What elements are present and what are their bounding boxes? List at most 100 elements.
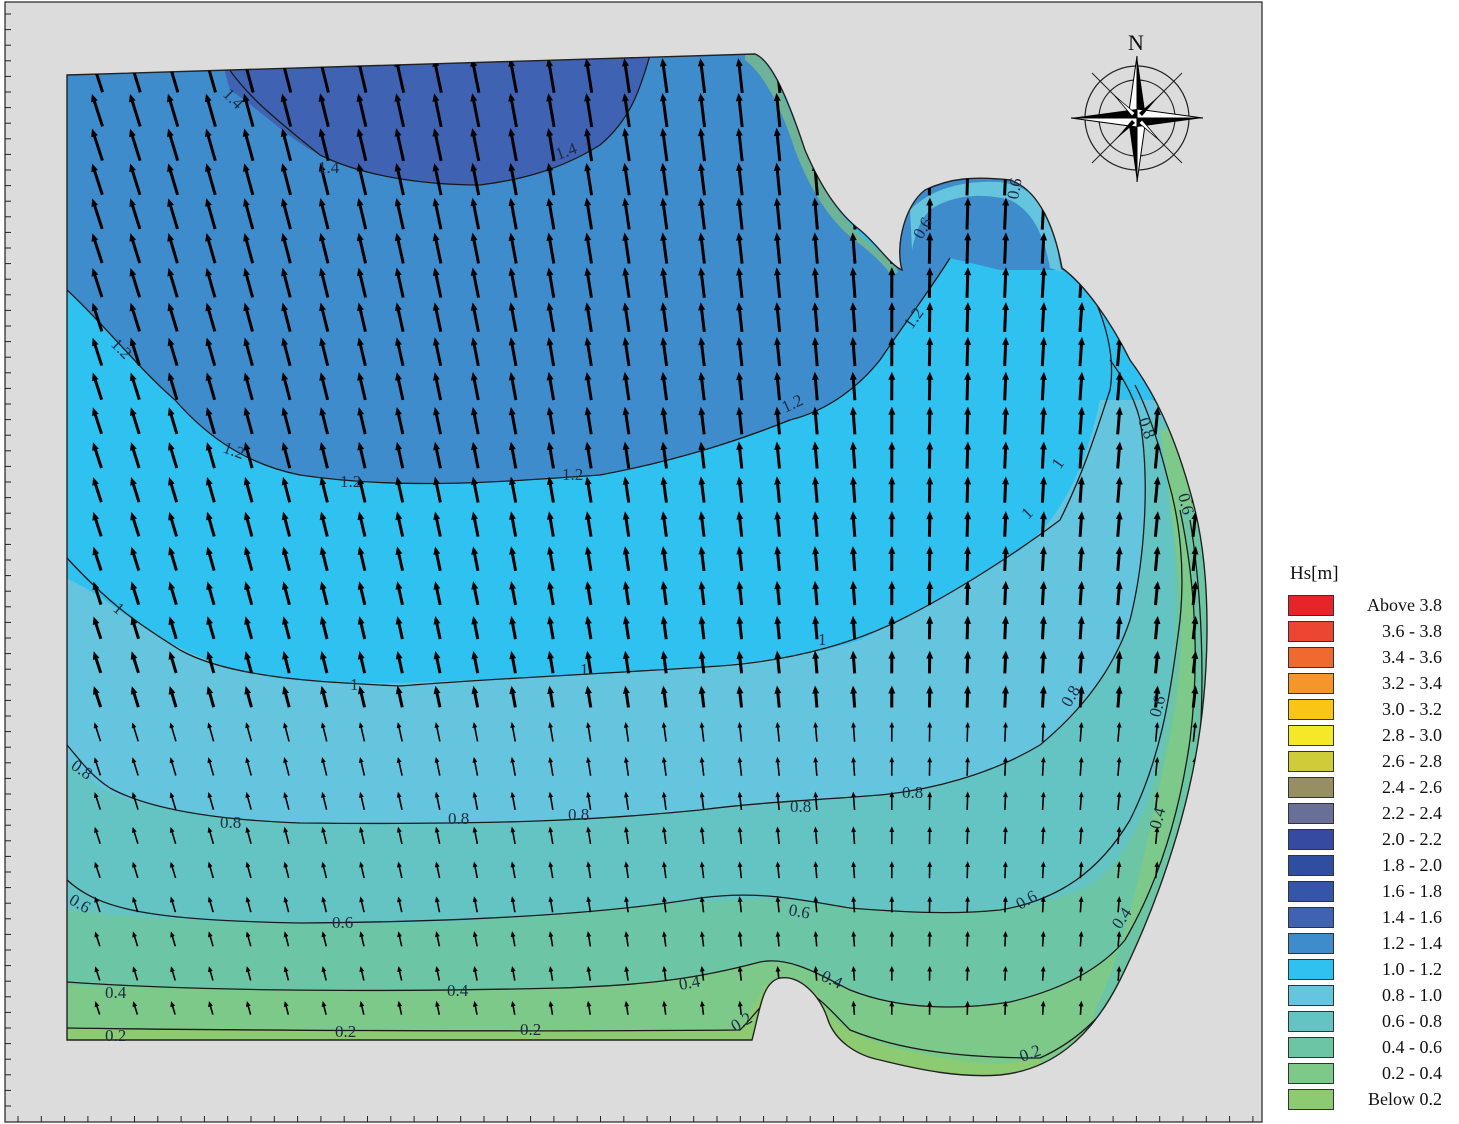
wave-arrow <box>394 197 405 230</box>
wave-arrow <box>395 546 405 572</box>
legend-swatch <box>1288 802 1334 824</box>
wave-arrow <box>433 511 442 537</box>
legend-label: 2.6 - 2.8 <box>1382 750 1442 771</box>
wave-arrow <box>774 615 782 640</box>
wave-arrow <box>92 686 103 708</box>
wave-arrow <box>395 511 405 537</box>
wave-arrow <box>1115 615 1123 640</box>
wave-arrow <box>320 722 328 742</box>
wave-arrow <box>130 442 141 469</box>
wave-arrow <box>205 442 216 469</box>
legend-swatch <box>1288 646 1334 668</box>
legend-swatch <box>1288 854 1334 876</box>
wave-arrow <box>396 722 403 742</box>
wave-arrow <box>737 896 743 913</box>
wave-arrow <box>130 686 140 708</box>
wave-arrow <box>244 581 254 606</box>
wave-arrow <box>92 581 103 606</box>
wave-arrow <box>849 232 857 264</box>
wave-arrow <box>773 267 782 298</box>
wave-arrow <box>395 337 405 367</box>
wave-arrow <box>585 650 593 674</box>
wave-arrow <box>736 650 744 674</box>
wave-arrow <box>318 197 330 230</box>
wave-arrow <box>91 337 104 366</box>
wave-arrow <box>472 861 479 879</box>
wave-arrow <box>660 615 668 640</box>
wave-arrow <box>926 615 934 640</box>
wave-arrow <box>167 267 179 298</box>
wave-arrow <box>964 685 972 708</box>
wave-arrow <box>965 896 970 913</box>
wave-arrow <box>927 826 933 845</box>
wave-arrow <box>548 965 554 981</box>
wave-arrow <box>622 93 631 128</box>
wave-arrow <box>1153 546 1161 572</box>
wave-arrow <box>774 406 782 435</box>
wave-arrow <box>1077 580 1085 606</box>
wave-arrow <box>281 511 292 537</box>
wave-arrow <box>699 721 705 742</box>
wave-arrow <box>1191 546 1199 572</box>
wave-arrow <box>433 616 442 640</box>
wave-arrow <box>357 546 367 572</box>
wave-arrow <box>889 896 895 913</box>
wave-arrow <box>470 267 480 298</box>
wave-arrow <box>926 336 934 367</box>
wave-arrow <box>850 580 858 606</box>
wave-arrow <box>94 826 101 844</box>
wave-arrow <box>470 128 481 162</box>
wave-arrow <box>1039 546 1047 572</box>
wave-arrow <box>94 792 102 810</box>
wave-arrow <box>888 546 896 571</box>
wave-arrow <box>1191 615 1199 640</box>
wave-arrow <box>813 861 819 879</box>
wave-arrow <box>811 336 819 367</box>
wave-arrow <box>851 756 857 776</box>
wave-arrow <box>736 615 744 640</box>
wave-arrow <box>94 861 101 879</box>
wave-arrow <box>1078 931 1084 947</box>
wave-arrow <box>813 756 819 776</box>
wave-arrow <box>396 791 403 810</box>
wave-arrow <box>168 686 178 708</box>
wave-arrow <box>394 93 406 128</box>
wave-arrow <box>244 685 253 708</box>
wave-arrow <box>205 232 217 264</box>
wave-arrow <box>205 372 217 401</box>
wave-arrow <box>281 232 292 264</box>
wave-arrow <box>510 896 516 913</box>
wave-arrow <box>321 931 328 947</box>
wave-arrow <box>283 1000 290 1015</box>
wave-arrow <box>584 511 593 537</box>
wave-arrow <box>397 896 403 913</box>
legend-swatch <box>1288 1036 1334 1058</box>
wave-arrow <box>548 826 554 845</box>
wave-arrow <box>131 792 139 810</box>
wave-arrow <box>548 1000 554 1015</box>
wave-arrow <box>811 267 819 298</box>
wave-arrow <box>168 476 179 503</box>
wave-arrow <box>624 861 629 879</box>
wave-arrow <box>622 476 631 503</box>
wave-arrow <box>965 791 971 810</box>
contour-1-0 <box>67 299 1113 687</box>
wave-arrow <box>584 162 594 196</box>
wave-arrow <box>470 372 480 401</box>
wave-arrow <box>1039 441 1047 469</box>
wave-arrow <box>584 371 593 401</box>
wave-arrow <box>1002 441 1010 469</box>
wave-arrow <box>130 651 140 674</box>
wave-arrow <box>546 406 556 435</box>
wave-arrow <box>1040 861 1046 879</box>
wave-arrow <box>1039 511 1047 537</box>
wave-arrow <box>243 267 255 298</box>
contour-label: 0.8 <box>902 783 923 802</box>
wave-arrow <box>243 302 254 332</box>
wave-arrow <box>888 336 896 367</box>
wave-arrow <box>1154 861 1160 879</box>
wave-arrow <box>131 722 139 742</box>
wave-arrow <box>851 826 857 845</box>
wave-arrow <box>889 721 895 742</box>
wave-arrow <box>91 233 104 264</box>
